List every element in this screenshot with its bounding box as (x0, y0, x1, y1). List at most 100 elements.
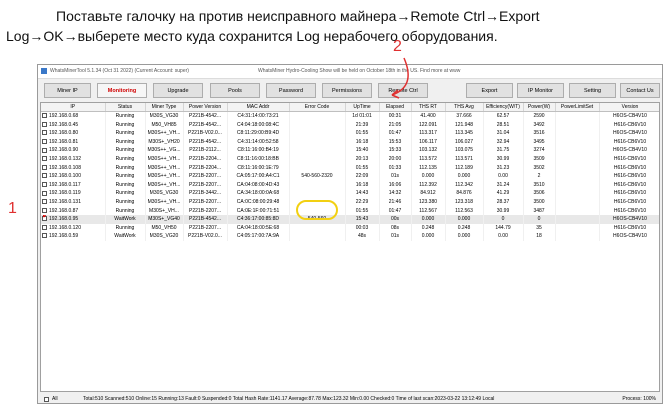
remote-ctrl-button[interactable]: Remote Ctrl (378, 83, 428, 98)
ip-text: 192.168.0.131 (49, 198, 81, 205)
table-row[interactable]: 192.168.0.120 Running M50_VH50 P221B-2207..… (41, 223, 659, 233)
table-row[interactable]: 192.168.0.68 Running M30S_VG30 P221B-4542..… (41, 111, 659, 121)
table-cell: M30S_VG20 (145, 232, 184, 241)
miner-ip-button[interactable]: Miner IP (44, 83, 91, 98)
table-row[interactable]: 192.168.0.108 Running M30S++_VH... P221B-22… (41, 163, 659, 173)
column-header[interactable]: PowerLimitSet (555, 103, 600, 112)
table-cell: H616-CB6V10 (599, 137, 659, 147)
window-title: WhatsMinerTool 5.1.34 (Oct 31 2022) (Cur… (50, 68, 189, 74)
table-cell: 14:32 (379, 189, 412, 198)
ip-text: 192.168.0.132 (49, 155, 81, 162)
row-checkbox[interactable] (42, 190, 47, 196)
upgrade-button[interactable]: Upgrade (153, 83, 203, 98)
table-cell: 112.563 (445, 206, 484, 216)
table-cell: P221B-2207... (183, 172, 228, 181)
ip-cell: 192.168.0.80 (41, 129, 106, 138)
export-button[interactable]: Export (466, 83, 513, 98)
ip-cell: 192.168.0.100 (41, 172, 106, 181)
row-checkbox[interactable] (42, 138, 47, 144)
row-checkbox[interactable] (42, 233, 47, 239)
table-cell: 84.876 (445, 189, 484, 198)
table-cell: P221B-2207... (183, 180, 228, 190)
table-row[interactable]: 192.168.0.80 Running M30S++_VH... P221B-V02… (41, 129, 659, 138)
column-header[interactable]: Power Version (183, 103, 228, 112)
status-progress: Process: 100% (622, 396, 656, 402)
select-all-checkbox[interactable] (44, 397, 49, 402)
row-checkbox[interactable] (42, 164, 47, 170)
ip-cell: 192.168.0.120 (41, 223, 106, 233)
table-cell: 3495 (523, 137, 556, 147)
setting-button[interactable]: Setting (569, 83, 616, 98)
column-header[interactable]: MAC Addr (227, 103, 290, 112)
table-cell: 32.94 (483, 137, 524, 147)
table-cell: C4:36:17:00:85:8D (227, 215, 290, 224)
table-cell (289, 189, 346, 198)
table-row[interactable]: 192.168.0.119 Running M30S_VG30 P221B-3442.… (41, 189, 659, 198)
ip-text: 192.168.0.45 (49, 121, 79, 128)
table-row[interactable]: 192.168.0.81 Running M30S+_VH20 P221B-4542.… (41, 137, 659, 147)
table-cell: H616-CB6V10 (599, 172, 659, 181)
column-header[interactable]: Elapsed (379, 103, 412, 112)
monitoring-button[interactable]: Monitoring (97, 83, 147, 98)
table-cell: M30S++_VH... (145, 163, 184, 173)
table-row[interactable]: 192.168.0.117 Running M30S++_VH... P221B-22… (41, 180, 659, 190)
row-checkbox[interactable] (42, 156, 47, 162)
row-checkbox[interactable] (42, 147, 47, 153)
table-row[interactable]: 192.168.0.87 Running M30S+_VH... P221B-2207… (41, 206, 659, 216)
table-cell: M30S++_VH... (145, 129, 184, 138)
ip-cell: 192.168.0.87 (41, 206, 106, 216)
table-cell: M50_VH85 (145, 120, 184, 130)
table-cell: 31.75 (483, 146, 524, 155)
table-cell: WaitWork (105, 215, 146, 224)
row-checkbox[interactable] (42, 121, 47, 127)
column-header[interactable]: UpTime (345, 103, 380, 112)
table-cell: P221B-4542... (183, 120, 228, 130)
column-header[interactable]: Version (599, 103, 659, 112)
row-checkbox[interactable] (42, 130, 47, 136)
table-cell: M30S++_VH... (145, 172, 184, 181)
select-all-label: All (52, 396, 58, 402)
table-cell: 3492 (523, 120, 556, 130)
row-checkbox[interactable] (42, 113, 47, 119)
table-cell: 113.572 (411, 154, 446, 164)
column-header[interactable]: IP (41, 103, 106, 112)
contact-us-button[interactable]: Contact Us (620, 83, 660, 98)
column-header[interactable]: Miner Type (145, 103, 184, 112)
row-checkbox[interactable] (42, 224, 47, 230)
column-header[interactable]: THS RT (411, 103, 446, 112)
column-header[interactable]: Error Code (289, 103, 346, 112)
password-button[interactable]: Password (266, 83, 316, 98)
table-row[interactable]: 192.168.0.59 WaitWork M30S_VG20 P221B-V02.0… (41, 232, 659, 241)
table-cell: 00:03 (345, 223, 380, 233)
table-row[interactable]: 192.168.0.100 Running M30S++_VH... P221B-22… (41, 172, 659, 181)
table-cell (555, 146, 600, 155)
table-cell: P221B-V02.0... (183, 129, 228, 138)
table-row[interactable]: 192.168.0.90 Running M30S++_VG... P221B-211… (41, 146, 659, 155)
column-header[interactable]: THS Avg (445, 103, 484, 112)
table-row[interactable]: 192.168.0.132 Running M30S++_VH... P221B-22… (41, 154, 659, 164)
table-cell: C4:04:18:00:08:4C (227, 120, 290, 130)
column-header[interactable]: Status (105, 103, 146, 112)
table-cell: Running (105, 189, 146, 198)
table-cell: 08s (379, 223, 412, 233)
table-cell: CA:0E:1F:00:71:51 (227, 206, 290, 216)
ip-text: 192.168.0.119 (49, 190, 81, 197)
ip-monitor-button[interactable]: IP Monitor (517, 83, 564, 98)
table-row[interactable]: 192.168.0.131 Running M30S++_VH... P221B-22… (41, 197, 659, 207)
pools-button[interactable]: Pools (210, 83, 260, 98)
table-cell: 0.248 (445, 223, 484, 233)
column-header[interactable]: Efficiency(W/T) (483, 103, 524, 112)
table-cell (555, 120, 600, 130)
column-header[interactable]: Power(W) (523, 103, 556, 112)
row-checkbox[interactable] (42, 173, 47, 179)
table-cell: 3274 (523, 146, 556, 155)
row-checkbox[interactable] (42, 199, 47, 205)
row-checkbox[interactable] (42, 181, 47, 187)
table-row[interactable]: 192.168.0.45 Running M50_VH85 P221B-4542...… (41, 120, 659, 130)
row-checkbox[interactable] (42, 215, 49, 222)
permissions-button[interactable]: Permissions (322, 83, 372, 98)
table-cell: 16:18 (345, 137, 380, 147)
row-checkbox[interactable] (42, 207, 47, 213)
table-row[interactable]: 192.168.0.95 WaitWorkM30S+_VG40P221B-4542… (41, 215, 659, 224)
table-cell (289, 206, 346, 216)
